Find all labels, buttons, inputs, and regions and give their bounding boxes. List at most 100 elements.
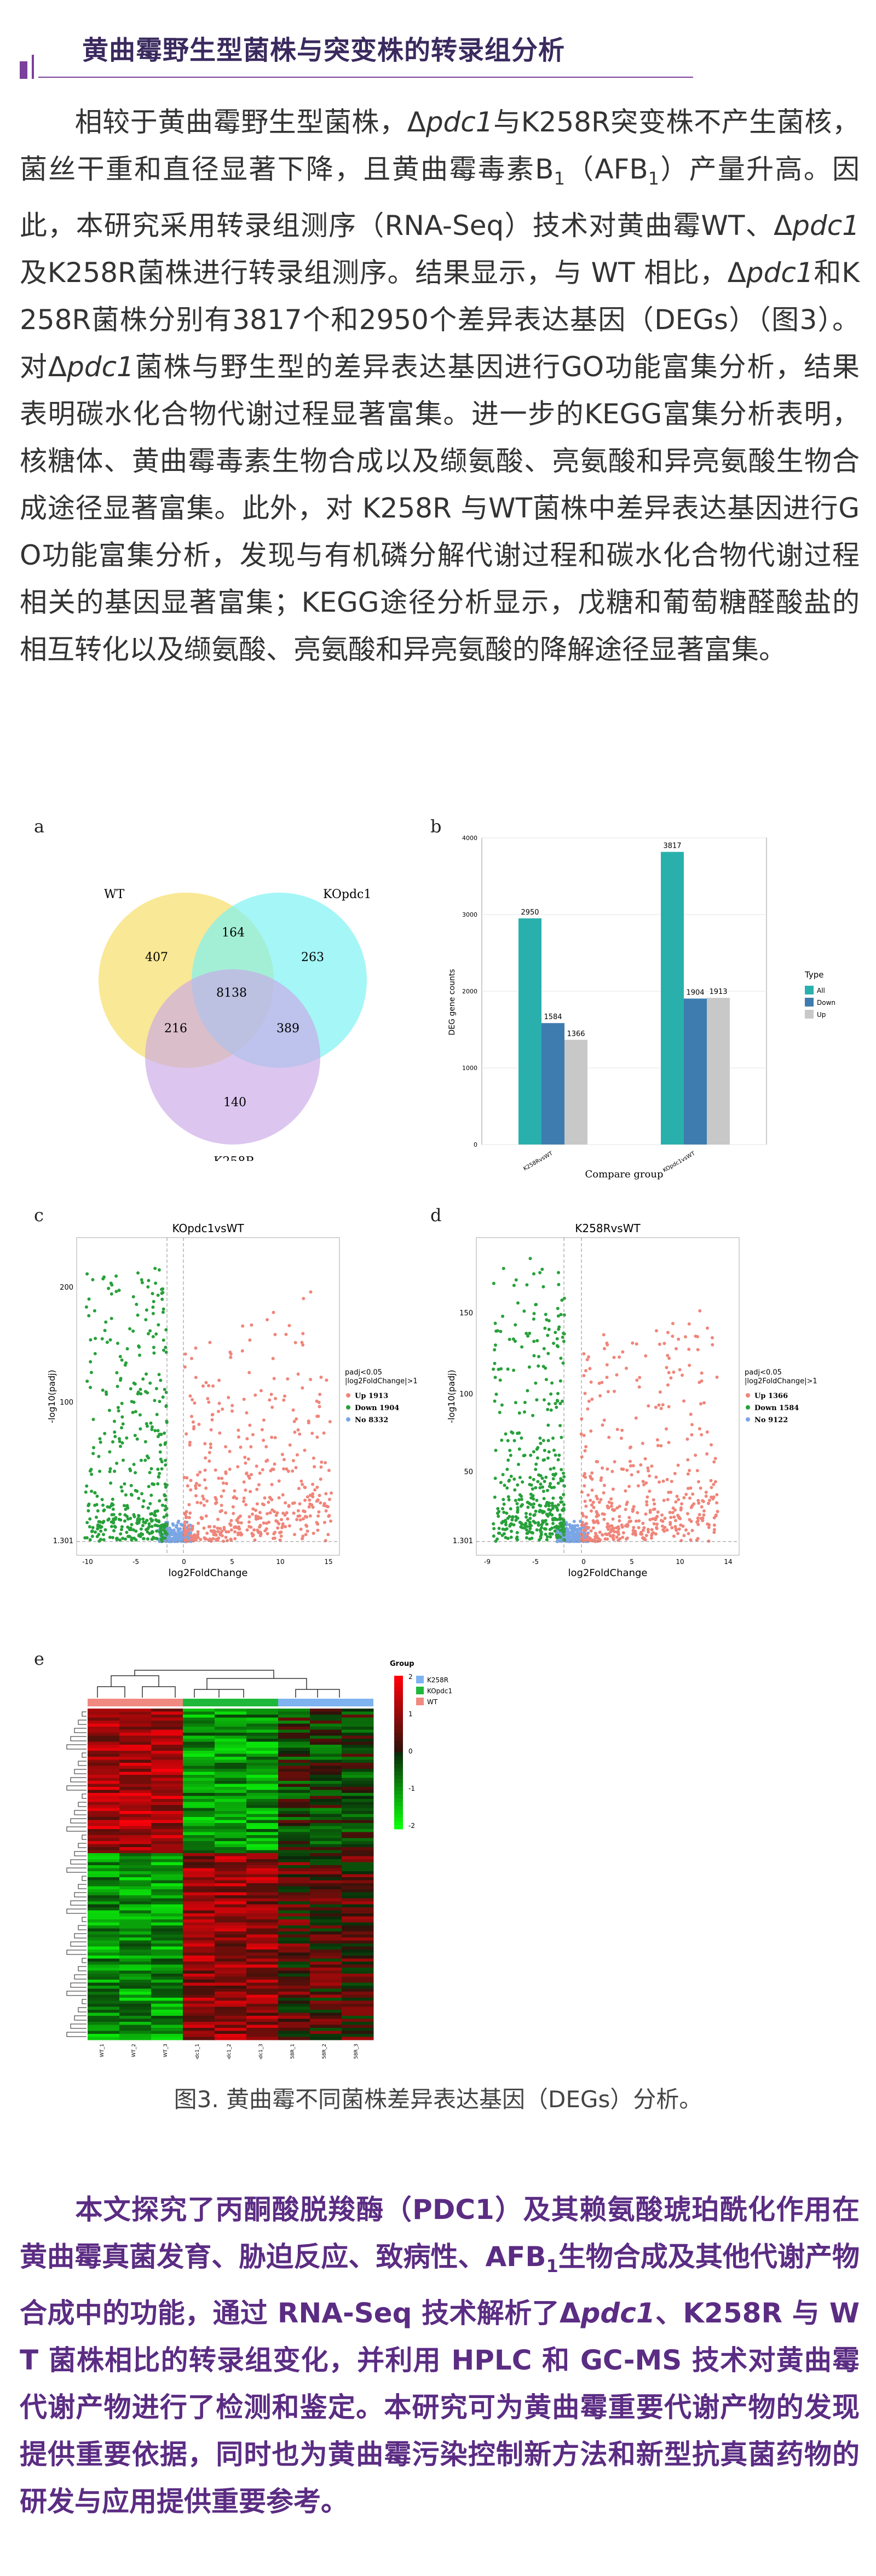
- heatmap-cell: [246, 1733, 279, 1736]
- volcano-point-no: [171, 1528, 175, 1532]
- volcano-point-down: [118, 1437, 121, 1441]
- bar-value-label: 3817: [663, 842, 681, 850]
- heatmap-cell: [278, 1832, 310, 1836]
- panel-label-d: d: [430, 1205, 442, 1226]
- volcano-point-down: [501, 1314, 505, 1318]
- heatmap-cell: [215, 1729, 247, 1733]
- volcano-point-no: [570, 1524, 574, 1528]
- venn-value-ko-only: 263: [301, 951, 324, 964]
- volcano-point-up: [304, 1523, 308, 1527]
- volcano-point-down: [124, 1493, 128, 1497]
- heatmap-cell: [310, 1820, 342, 1824]
- heatmap-cell: [310, 1778, 342, 1781]
- volcano-point-up: [239, 1521, 243, 1525]
- volcano-point-up: [660, 1513, 664, 1517]
- heatmap-cell: [310, 1889, 342, 1893]
- heatmap-cell: [88, 1974, 120, 1977]
- volcano-d-ytick-1301: 1.301: [453, 1537, 473, 1545]
- volcano-point-no: [566, 1529, 570, 1533]
- heatmap-cell: [310, 1919, 342, 1923]
- volcano-point-up: [677, 1337, 681, 1341]
- volcano-d-legend-no: No 9122: [754, 1416, 788, 1424]
- volcano-point-up: [247, 1515, 251, 1519]
- volcano-point-down: [131, 1528, 135, 1532]
- heatmap-cell: [278, 1793, 310, 1796]
- volcano-point-down: [164, 1328, 168, 1332]
- heatmap-cell: [310, 1898, 342, 1902]
- heatmap-cell: [183, 1745, 215, 1748]
- bar-legend-label-up: Up: [817, 1011, 826, 1019]
- volcano-point-up: [675, 1347, 678, 1350]
- heatmap-cell: [88, 2031, 120, 2034]
- volcano-point-down: [541, 1365, 545, 1369]
- volcano-point-up: [709, 1479, 713, 1482]
- volcano-point-up: [268, 1496, 272, 1499]
- heatmap-cell: [310, 1904, 342, 1908]
- heatmap-cell: [183, 1838, 215, 1842]
- volcano-point-up: [267, 1500, 270, 1504]
- heatmap-cell: [88, 2004, 120, 2007]
- volcano-point-up: [620, 1523, 624, 1527]
- heatmap-cell: [151, 1799, 183, 1802]
- volcano-point-up: [229, 1537, 233, 1541]
- heatmap-cell: [310, 1892, 342, 1896]
- heatmap-cell: [278, 1998, 310, 2001]
- volcano-point-up: [659, 1519, 663, 1522]
- heatmap-cell: [246, 1982, 279, 1986]
- volcano-point-up: [597, 1382, 601, 1385]
- volcano-point-down: [101, 1388, 105, 1392]
- volcano-point-up: [654, 1518, 658, 1521]
- volcano-point-down: [129, 1516, 132, 1520]
- volcano-point-down: [131, 1295, 135, 1298]
- volcano-point-down: [497, 1367, 500, 1371]
- heatmap-cell: [119, 2010, 152, 2013]
- volcano-point-up: [679, 1508, 683, 1512]
- heatmap-cell: [342, 1916, 374, 1920]
- heatmap-cell: [246, 1832, 279, 1836]
- volcano-point-down: [143, 1521, 147, 1525]
- volcano-point-up: [191, 1525, 194, 1528]
- heatmap-cell: [278, 1883, 310, 1887]
- volcano-point-down: [115, 1462, 119, 1465]
- heatmap-cell: [310, 1717, 342, 1721]
- volcano-point-up: [258, 1511, 262, 1514]
- heatmap-cell: [183, 1976, 215, 1980]
- heatmap-cell: [183, 1944, 215, 1947]
- volcano-point-down: [540, 1267, 544, 1271]
- volcano-point-no: [176, 1532, 180, 1536]
- heatmap-cell: [310, 1883, 342, 1887]
- heatmap-cell: [183, 1747, 215, 1751]
- heatmap-cell: [342, 1823, 374, 1826]
- volcano-point-up: [186, 1484, 189, 1488]
- volcano-point-up: [280, 1517, 283, 1521]
- volcano-point-down: [535, 1528, 539, 1532]
- heatmap-cell: [246, 1811, 279, 1814]
- heatmap-cell: [278, 2022, 310, 2025]
- heatmap-cell: [278, 1895, 310, 1899]
- heatmap-cell: [151, 1937, 183, 1941]
- heatmap-cell: [119, 1751, 152, 1754]
- heatmap-cell: [246, 2034, 279, 2037]
- volcano-d-legend-title-2: |log2FoldChange|>1: [745, 1377, 817, 1385]
- heatmap-cell: [183, 1835, 215, 1838]
- heatmap-cell: [151, 1751, 183, 1754]
- volcano-point-down: [95, 1494, 99, 1498]
- volcano-point-up: [619, 1436, 623, 1440]
- heatmap-column-label: K258R_1: [290, 2044, 296, 2059]
- volcano-point-up: [294, 1466, 298, 1469]
- volcano-point-up: [319, 1477, 322, 1481]
- heatmap-cell: [119, 2004, 152, 2007]
- volcano-point-up: [582, 1374, 586, 1377]
- volcano-point-down: [160, 1291, 164, 1295]
- volcano-point-down: [162, 1348, 165, 1352]
- heatmap-cell: [278, 2013, 310, 2016]
- heatmap-cell: [342, 1735, 374, 1739]
- volcano-point-up: [589, 1380, 593, 1384]
- volcano-point-down: [505, 1468, 509, 1471]
- volcano-c-legend-down-dot: [346, 1405, 350, 1410]
- volcano-point-up: [207, 1400, 211, 1404]
- volcano-point-up: [242, 1398, 246, 1401]
- volcano-point-up: [687, 1532, 690, 1536]
- heatmap-cell: [119, 1832, 152, 1836]
- heatmap-cell: [183, 1913, 215, 1917]
